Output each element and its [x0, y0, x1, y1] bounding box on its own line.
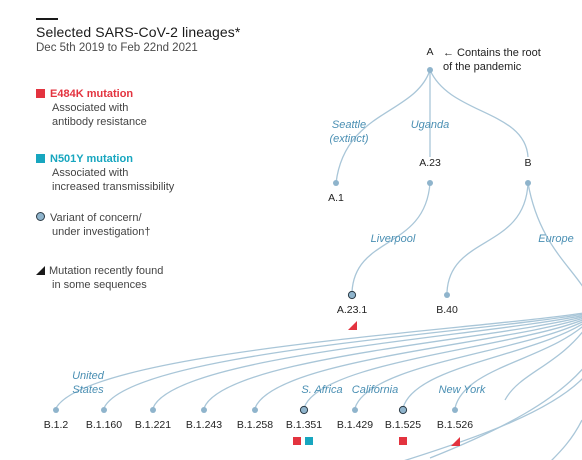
legend-recent: Mutation recently found in some sequence… [36, 264, 163, 292]
root-note-line1: ← Contains the root [443, 47, 541, 59]
a231-e484k-triangle-icon [348, 321, 357, 330]
label-a: A [426, 46, 433, 58]
branch-a-b [429, 69, 529, 158]
node-b1160 [101, 407, 107, 413]
place-liverpool: Liverpool [371, 233, 416, 245]
legend-n501y: N501Y mutation Associated with increased… [36, 152, 174, 194]
place-california: California [352, 384, 398, 396]
label-b1258: B.1.258 [237, 419, 273, 431]
label-a1: A.1 [328, 192, 344, 204]
branch-b1351 [303, 319, 582, 409]
tree-branches [55, 69, 582, 460]
legend-voc-line2: under investigation† [52, 226, 151, 238]
label-b1160: B.1.160 [86, 419, 122, 431]
label-b1526: B.1.526 [437, 419, 473, 431]
branch-a-a1 [335, 69, 431, 184]
branch-b-b40 [446, 182, 529, 293]
b1525-e484k-square-icon [399, 437, 407, 445]
red-square-icon [36, 89, 45, 98]
legend-e484k: E484K mutation Associated with antibody … [36, 87, 147, 129]
branch-extra-1 [504, 331, 582, 401]
b1351-e484k-square-icon [293, 437, 301, 445]
branch-b1429 [354, 321, 582, 409]
chart-title: Selected SARS-CoV-2 lineages* [36, 24, 241, 40]
node-b1526 [452, 407, 458, 413]
tree-nodes [53, 67, 531, 413]
node-b1258 [252, 407, 258, 413]
triangle-icon [36, 266, 45, 275]
place-europe: Europe [538, 233, 573, 245]
branch-b12 [55, 312, 582, 409]
branch-b1526 [454, 326, 582, 409]
b1351-n501y-square-icon [305, 437, 313, 445]
root-note-line2: of the pandemic [443, 61, 522, 73]
root-note: ← Contains the root of the pandemic [443, 46, 541, 74]
place-states: States [72, 384, 104, 396]
legend-voc: Variant of concern/ under investigation† [36, 211, 150, 239]
label-b1221: B.1.221 [135, 419, 171, 431]
teal-square-icon [36, 154, 45, 163]
branch-b1258 [254, 317, 582, 409]
chart-subtitle: Dec 5th 2019 to Feb 22nd 2021 [36, 42, 198, 54]
label-a231: A.23.1 [337, 304, 368, 316]
node-a231-voc [347, 290, 357, 300]
node-b1243 [201, 407, 207, 413]
legend-recent-line2: in some sequences [52, 279, 147, 291]
label-b1351: B.1.351 [286, 419, 322, 431]
node-b1221 [150, 407, 156, 413]
label-b1429: B.1.429 [337, 419, 373, 431]
legend-e484k-line1: Associated with [52, 102, 129, 114]
place-seattle: Seattle [332, 119, 366, 131]
node-b12 [53, 407, 59, 413]
voc-dot-icon [36, 212, 45, 221]
branch-extra-4 [551, 419, 582, 460]
node-b1525-voc [398, 405, 408, 415]
branch-extra-2 [429, 368, 582, 459]
branch-b-b1 [527, 182, 582, 287]
branch-b1243 [203, 316, 582, 409]
branch-a23-a231 [351, 182, 431, 293]
legend-n501y-title: N501Y mutation [50, 153, 133, 165]
place-united: United [72, 370, 105, 382]
legend-e484k-title: E484K mutation [50, 88, 134, 100]
node-a1 [333, 180, 339, 186]
place-south-africa: S. Africa [301, 384, 342, 396]
node-b40 [444, 292, 450, 298]
node-b [525, 180, 531, 186]
legend-recent-line1: Mutation recently found [49, 265, 164, 277]
label-b40: B.40 [436, 304, 458, 316]
legend-n501y-line2: increased transmissibility [52, 181, 175, 193]
node-b1429 [352, 407, 358, 413]
place-uganda: Uganda [411, 119, 450, 131]
branch-extra-3 [404, 378, 582, 460]
label-b: B [524, 157, 531, 169]
branch-b1525 [402, 323, 582, 409]
legend-e484k-line2: antibody resistance [52, 116, 147, 128]
label-b1243: B.1.243 [186, 419, 222, 431]
node-a23 [427, 180, 433, 186]
label-b12: B.1.2 [44, 419, 69, 431]
place-seattle-extinct: (extinct) [329, 133, 368, 145]
voc-nodes [299, 290, 408, 415]
label-a23: A.23 [419, 157, 441, 169]
b1526-e484k-triangle-icon [451, 437, 460, 446]
node-a [427, 67, 433, 73]
legend-n501y-line1: Associated with [52, 167, 129, 179]
node-b1351-voc [299, 405, 309, 415]
branch-b1221 [152, 314, 582, 409]
branch-b1160 [103, 313, 582, 409]
legend-voc-line1: Variant of concern/ [50, 212, 142, 224]
label-b1525: B.1.525 [385, 419, 421, 431]
place-new-york: New York [439, 384, 486, 396]
title-rule [36, 18, 58, 20]
